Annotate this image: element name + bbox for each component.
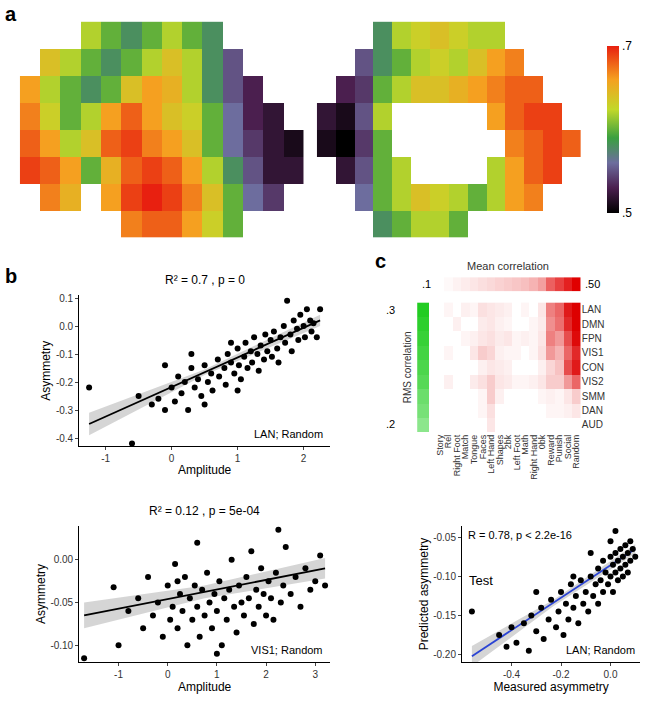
svg-text:0.0: 0.0 (604, 669, 618, 680)
svg-text:Left Foot: Left Foot (512, 434, 522, 470)
svg-text:-1: -1 (114, 669, 123, 680)
svg-text:Amplitude: Amplitude (178, 463, 232, 477)
svg-text:.7: .7 (622, 39, 632, 53)
svg-text:2: 2 (301, 453, 307, 464)
svg-text:DMN: DMN (582, 319, 605, 330)
svg-text:Asymmetry: Asymmetry (39, 341, 53, 401)
svg-text:Faces: Faces (478, 434, 488, 459)
svg-text:Predicted asymmetry: Predicted asymmetry (417, 538, 431, 651)
svg-text:Punish: Punish (554, 435, 564, 463)
svg-text:-0.15: -0.15 (433, 610, 456, 621)
svg-text:CON: CON (582, 362, 604, 373)
svg-text:R² = 0.7 , p = 0: R² = 0.7 , p = 0 (165, 273, 245, 287)
svg-text:Measured asymmetry: Measured asymmetry (493, 680, 608, 694)
svg-text:VIS2: VIS2 (582, 376, 604, 387)
svg-text:-0.05: -0.05 (433, 532, 456, 543)
svg-text:Asymmetry: Asymmetry (34, 564, 48, 624)
svg-text:LAN: LAN (582, 304, 601, 315)
svg-text:Social: Social (563, 435, 573, 460)
svg-text:2: 2 (263, 669, 269, 680)
svg-text:-0.3: -0.3 (56, 405, 74, 416)
svg-text:DAN: DAN (582, 405, 603, 416)
svg-text:RMS correlation: RMS correlation (402, 331, 413, 403)
svg-text:VIS1: VIS1 (582, 347, 604, 358)
svg-text:a: a (5, 3, 17, 25)
svg-text:0bk: 0bk (537, 434, 547, 449)
svg-text:Math: Math (520, 435, 530, 455)
svg-text:-0.4: -0.4 (503, 669, 521, 680)
svg-text:1: 1 (235, 453, 241, 464)
svg-text:c: c (375, 250, 386, 272)
svg-text:FPN: FPN (582, 333, 602, 344)
svg-text:0.00: 0.00 (54, 554, 74, 565)
svg-text:R = 0.78, p < 2.2e-16: R = 0.78, p < 2.2e-16 (468, 529, 572, 541)
svg-text:-0.10: -0.10 (50, 640, 73, 651)
svg-text:AUD: AUD (582, 419, 603, 430)
svg-text:.1: .1 (422, 278, 431, 290)
svg-text:Mean correlation: Mean correlation (467, 260, 549, 272)
svg-text:R² = 0.12 , p = 5e-04: R² = 0.12 , p = 5e-04 (149, 504, 260, 518)
svg-text:LAN; Random: LAN; Random (566, 644, 635, 656)
svg-text:Rel: Rel (443, 435, 453, 449)
svg-text:-0.2: -0.2 (56, 377, 74, 388)
svg-text:Match: Match (460, 435, 470, 460)
svg-text:-1: -1 (101, 453, 110, 464)
svg-text:Shapes: Shapes (495, 434, 505, 465)
svg-text:Story: Story (435, 434, 445, 456)
svg-text:-0.20: -0.20 (433, 649, 456, 660)
svg-text:3: 3 (312, 669, 318, 680)
svg-text:.50: .50 (585, 278, 600, 290)
svg-text:0: 0 (165, 669, 171, 680)
svg-text:Test: Test (469, 573, 493, 588)
svg-text:-0.2: -0.2 (552, 669, 570, 680)
svg-text:-0.1: -0.1 (56, 349, 74, 360)
svg-text:Right Hand: Right Hand (529, 435, 539, 480)
svg-text:1: 1 (214, 669, 220, 680)
svg-text:.5: .5 (622, 206, 632, 220)
svg-text:-0.4: -0.4 (56, 433, 74, 444)
svg-text:0: 0 (169, 453, 175, 464)
svg-text:SMM: SMM (582, 391, 605, 402)
svg-text:Reward: Reward (546, 435, 556, 466)
svg-text:Tongue: Tongue (469, 435, 479, 465)
svg-text:Right Foot: Right Foot (452, 434, 462, 476)
svg-text:0.1: 0.1 (59, 293, 73, 304)
svg-text:Amplitude: Amplitude (178, 680, 232, 694)
svg-text:b: b (5, 265, 17, 287)
svg-text:Random: Random (571, 435, 581, 469)
svg-text:-0.10: -0.10 (433, 571, 456, 582)
svg-text:2bk: 2bk (503, 434, 513, 449)
svg-text:0.0: 0.0 (59, 321, 73, 332)
svg-text:VIS1; Random: VIS1; Random (251, 644, 323, 656)
svg-text:.3: .3 (386, 304, 395, 316)
svg-text:.2: .2 (386, 418, 395, 430)
svg-text:-0.05: -0.05 (50, 597, 73, 608)
svg-text:LAN; Random: LAN; Random (254, 428, 323, 440)
svg-text:Left Hand: Left Hand (486, 435, 496, 474)
